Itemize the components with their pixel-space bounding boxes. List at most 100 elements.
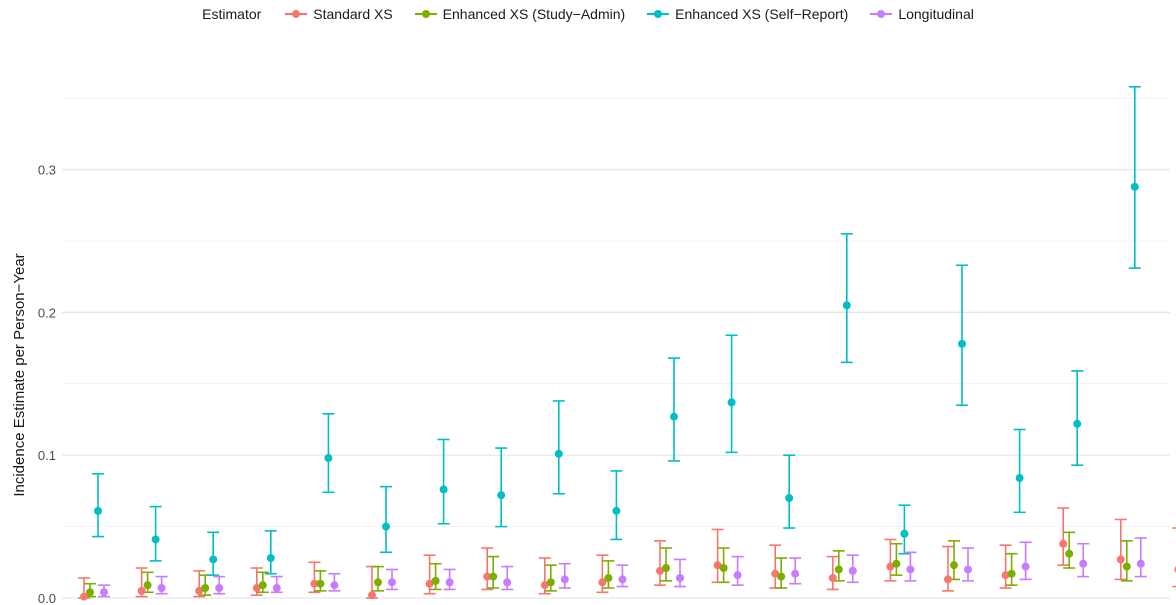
- point-enhanced-xs-study-admin: [201, 584, 210, 593]
- error-bar-enhanced-xs-self-report: [437, 438, 450, 525]
- error-bar-enhanced-xs-self-report: [149, 505, 162, 562]
- point-longitudinal: [733, 571, 742, 580]
- error-bar-enhanced-xs-self-report: [380, 485, 392, 554]
- point-longitudinal: [791, 569, 800, 578]
- error-bar-enhanced-xs-self-report: [207, 531, 220, 576]
- point-enhanced-xs-study-admin: [719, 564, 728, 573]
- error-bar-longitudinal: [1019, 541, 1032, 581]
- error-bar-enhanced-xs-self-report: [1128, 85, 1141, 269]
- point-enhanced-xs-self-report: [554, 449, 563, 458]
- error-bar-longitudinal: [1134, 537, 1147, 578]
- point-enhanced-xs-self-report: [958, 339, 966, 348]
- error-bar-standard-xs: [481, 547, 494, 591]
- point-longitudinal: [330, 581, 339, 590]
- point-standard-xs: [598, 578, 607, 587]
- point-longitudinal: [1079, 559, 1088, 568]
- point-standard-xs: [886, 562, 895, 571]
- point-standard-xs: [656, 566, 664, 575]
- error-bar-enhanced-xs-self-report: [92, 472, 104, 538]
- y-axis-ticks: 0.0 0.1 0.2 0.3: [38, 163, 56, 605]
- point-enhanced-xs-self-report: [324, 454, 333, 463]
- point-enhanced-xs-study-admin: [1065, 549, 1074, 558]
- point-longitudinal: [560, 575, 569, 584]
- legend-label: Longitudinal: [898, 6, 974, 22]
- y-tick-label: 0.3: [38, 163, 56, 178]
- error-bar-enhanced-xs-self-report: [1071, 370, 1084, 466]
- legend-label: Standard XS: [313, 6, 393, 22]
- point-longitudinal: [964, 565, 972, 574]
- error-bar-enhanced-xs-study-admin: [487, 555, 500, 589]
- point-enhanced-xs-study-admin: [546, 578, 555, 587]
- error-bar-standard-xs: [999, 544, 1012, 589]
- point-enhanced-xs-study-admin: [604, 574, 613, 583]
- point-longitudinal: [157, 584, 166, 593]
- legend-item-longitudinal: Longitudinal: [870, 6, 974, 22]
- point-enhanced-xs-study-admin: [892, 559, 901, 568]
- point-longitudinal: [1021, 562, 1030, 571]
- legend-label: Enhanced XS (Self−Report): [675, 6, 849, 22]
- point-enhanced-xs-study-admin: [1122, 562, 1131, 571]
- point-enhanced-xs-self-report: [785, 494, 794, 503]
- point-enhanced-xs-self-report: [1130, 182, 1139, 191]
- legend: Estimator Standard XS Enhanced XS (Study…: [0, 2, 1176, 26]
- error-bar-enhanced-xs-self-report: [1013, 428, 1026, 514]
- point-enhanced-xs-study-admin: [777, 572, 786, 581]
- point-enhanced-xs-self-report: [266, 554, 275, 563]
- error-bar-enhanced-xs-self-report: [725, 334, 738, 454]
- point-standard-xs: [1059, 539, 1068, 548]
- error-bar-longitudinal: [674, 558, 686, 588]
- point-enhanced-xs-self-report: [670, 412, 678, 421]
- legend-key-icon: [414, 8, 437, 20]
- point-longitudinal: [676, 574, 684, 583]
- point-standard-xs: [944, 575, 952, 584]
- point-enhanced-xs-self-report: [209, 555, 218, 564]
- points: [80, 182, 1176, 601]
- error-bar-standard-xs: [711, 528, 724, 584]
- error-bar-enhanced-xs-self-report: [898, 504, 911, 555]
- y-tick-label: 0.0: [38, 591, 56, 605]
- point-enhanced-xs-study-admin: [431, 576, 440, 585]
- grid: [62, 97, 1170, 599]
- error-bar-enhanced-xs-self-report: [956, 264, 968, 407]
- y-axis-label: Incidence Estimate per Person−Year: [11, 253, 28, 496]
- error-bar-standard-xs: [769, 544, 782, 589]
- point-enhanced-xs-self-report: [842, 301, 851, 310]
- point-longitudinal: [503, 578, 512, 587]
- error-bar-enhanced-xs-self-report: [610, 470, 623, 541]
- point-enhanced-xs-study-admin: [489, 572, 498, 581]
- legend-label: Enhanced XS (Study−Admin): [442, 6, 626, 22]
- point-enhanced-xs-self-report: [94, 506, 102, 515]
- error-bar-enhanced-xs-study-admin: [1005, 552, 1018, 586]
- error-bar-enhanced-xs-self-report: [552, 400, 565, 495]
- error-bar-standard-xs: [1172, 527, 1176, 588]
- legend-key-icon: [647, 8, 670, 20]
- point-longitudinal: [906, 565, 915, 574]
- point-enhanced-xs-self-report: [1015, 474, 1024, 483]
- legend-item-enhanced-xs-study-admin: Enhanced XS (Study−Admin): [414, 6, 626, 22]
- point-enhanced-xs-study-admin: [1007, 569, 1016, 578]
- point-standard-xs: [1001, 571, 1010, 580]
- legend-key-icon: [285, 8, 308, 20]
- point-enhanced-xs-self-report: [382, 522, 390, 531]
- y-tick-label: 0.1: [38, 448, 56, 463]
- point-standard-xs: [828, 574, 837, 583]
- error-bar-enhanced-xs-self-report: [840, 233, 853, 364]
- point-standard-xs: [483, 572, 492, 581]
- point-enhanced-xs-self-report: [1073, 419, 1082, 428]
- point-longitudinal: [388, 578, 396, 587]
- point-standard-xs: [368, 591, 376, 600]
- legend-item-enhanced-xs-self-report: Enhanced XS (Self−Report): [647, 6, 848, 22]
- error-bar-standard-xs: [884, 538, 897, 582]
- point-enhanced-xs-study-admin: [834, 565, 843, 574]
- legend-item-standard-xs: Standard XS: [285, 6, 393, 22]
- error-bar-enhanced-xs-study-admin: [890, 542, 903, 576]
- error-bar-standard-xs: [1114, 518, 1127, 581]
- y-tick-label: 0.2: [38, 305, 56, 320]
- error-bar-enhanced-xs-self-report: [783, 454, 796, 529]
- error-bar-enhanced-xs-study-admin: [544, 564, 557, 592]
- error-bar-standard-xs: [308, 561, 321, 594]
- point-enhanced-xs-study-admin: [86, 588, 94, 597]
- point-standard-xs: [252, 584, 261, 593]
- point-longitudinal: [848, 566, 857, 575]
